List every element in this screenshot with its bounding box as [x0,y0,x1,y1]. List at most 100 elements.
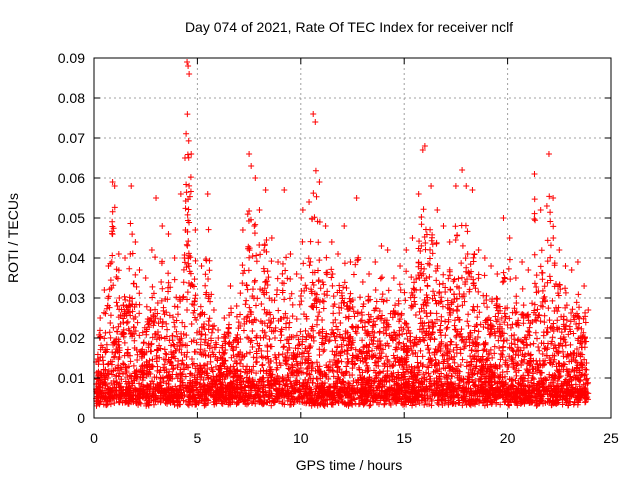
data-point [265,393,272,400]
data-point [284,349,291,356]
data-point [182,373,189,380]
data-point [164,400,171,407]
data-point [170,341,177,348]
data-point [421,277,428,284]
data-point [501,399,508,406]
data-point [423,385,430,392]
data-point [244,334,251,341]
data-point [109,208,116,215]
data-point [187,270,194,277]
data-point [508,340,515,347]
data-point [530,340,537,347]
data-point [439,280,446,287]
data-point [582,366,589,373]
data-point [487,364,494,371]
data-point [103,401,110,408]
data-point [121,361,128,368]
data-point [499,347,506,354]
data-point [537,375,544,382]
data-point [154,300,161,307]
data-point [260,374,267,381]
data-point [561,361,568,368]
data-point [140,339,147,346]
data-point [132,271,139,278]
data-point [580,329,587,336]
data-point [149,283,156,290]
data-point [186,71,193,77]
data-point [158,279,165,286]
data-point [174,333,181,340]
data-point [129,250,136,257]
data-point [250,354,257,361]
data-point [420,270,427,277]
data-point [303,333,310,340]
data-point [426,349,433,356]
data-point [133,283,140,290]
data-point [532,217,539,224]
data-point [233,359,240,366]
data-point [170,353,177,360]
data-point [387,401,394,408]
data-point [376,328,383,335]
data-point [126,309,133,316]
data-point [503,337,510,344]
data-point [198,263,205,269]
data-point [512,359,519,366]
data-point [180,366,187,373]
data-point [285,336,292,343]
data-point [327,331,334,338]
data-point [480,393,487,400]
data-point [424,313,431,320]
data-point [166,368,173,375]
data-point [260,334,267,341]
data-point [450,347,457,354]
data-point [556,247,563,253]
data-point [465,311,472,318]
data-point [466,270,473,277]
data-point [481,255,488,261]
data-point [550,195,557,201]
data-point [471,327,478,334]
data-point [258,301,265,308]
data-point [184,296,191,303]
data-point [459,395,466,402]
data-point [412,401,419,408]
data-point [514,388,521,395]
data-point [325,338,332,345]
data-point [210,351,217,358]
data-point [541,319,548,326]
data-point [284,372,291,379]
data-point [466,342,473,349]
data-point [437,322,444,329]
data-point [205,226,212,233]
data-point [541,360,548,367]
data-point [536,378,543,385]
data-point [109,179,116,185]
data-point [259,327,266,334]
data-point [487,346,494,353]
data-point [513,293,520,300]
data-point [534,360,541,367]
data-point [173,328,180,335]
data-point [350,271,357,278]
data-point [114,303,121,310]
data-point [365,318,372,325]
data-point [535,344,542,351]
data-point [531,196,538,203]
data-point [100,366,107,373]
data-point [268,402,275,409]
data-point [431,381,438,388]
data-point [456,331,463,338]
data-point [196,386,203,393]
data-point [563,317,570,324]
data-point [256,342,263,349]
data-point [468,371,475,378]
data-point [288,334,295,341]
data-point [314,380,321,387]
data-point [336,385,343,392]
data-point [433,375,440,382]
data-point [531,251,538,258]
data-point [316,352,323,359]
data-point [330,293,337,300]
